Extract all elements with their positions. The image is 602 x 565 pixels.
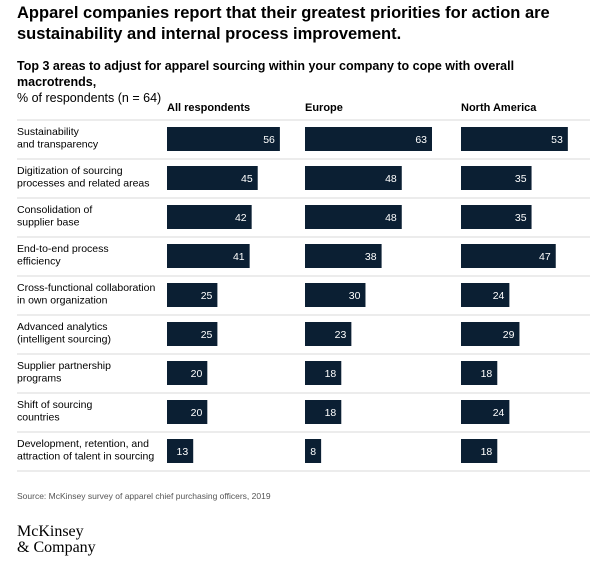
- category-label-line: efficiency: [17, 256, 61, 268]
- category-label-line: Sustainability: [17, 126, 80, 138]
- bar-value-label: 35: [515, 173, 527, 185]
- category-label-line: processes and related areas: [17, 178, 150, 190]
- bar: [461, 166, 532, 190]
- bar: [305, 166, 402, 190]
- category-label: Sustainability and transparency: [17, 126, 99, 151]
- category-label: Development, retention, and attraction of…: [17, 438, 154, 463]
- bar-value-label: 8: [310, 446, 316, 458]
- category-label-line: Cross-functional collaboration: [17, 282, 155, 294]
- bar: [461, 322, 520, 346]
- bar: [305, 205, 402, 229]
- bar-value-label: 18: [325, 407, 337, 419]
- category-label-line: Shift of sourcing: [17, 399, 92, 411]
- bar: [461, 205, 532, 229]
- bar-value-label: 48: [385, 173, 397, 185]
- bar-value-label: 13: [177, 446, 189, 458]
- bar-value-label: 25: [201, 329, 213, 341]
- bar-chart: All respondents Europe North America Sustai…: [17, 102, 590, 472]
- chart-subtitle-main: Top 3 areas to adjust for apparel sourci…: [17, 59, 515, 89]
- bar-value-label: 45: [241, 173, 253, 185]
- source-note: Source: McKinsey survey of apparel chief…: [17, 491, 271, 501]
- bar-value-label: 47: [539, 251, 551, 263]
- series-header-2: North America: [461, 102, 537, 114]
- category-label-line: (intelligent sourcing): [17, 334, 111, 346]
- chart-subtitle-unit: % of respondents (n = 64): [17, 91, 162, 105]
- bar-value-label: 20: [191, 368, 203, 380]
- bar: [461, 361, 498, 385]
- category-label: Supplier partnership programs: [17, 360, 111, 385]
- bar-value-label: 42: [235, 212, 247, 224]
- bar-value-label: 30: [349, 290, 361, 302]
- bar: [461, 283, 510, 307]
- bar-value-label: 41: [233, 251, 245, 263]
- bar: [167, 283, 218, 307]
- bar-value-label: 24: [493, 290, 505, 302]
- bar-value-label: 38: [365, 251, 377, 263]
- category-label-line: programs: [17, 373, 61, 385]
- category-label-line: Development, retention, and: [17, 438, 149, 450]
- category-label-line: Consolidation of: [17, 204, 92, 216]
- bar: [167, 166, 258, 190]
- bar-value-label: 18: [481, 368, 493, 380]
- logo-line-1: McKinsey: [17, 523, 84, 540]
- bar-value-label: 18: [325, 368, 337, 380]
- category-label-line: Supplier partnership: [17, 360, 111, 372]
- bar: [167, 322, 218, 346]
- bar: [461, 400, 510, 424]
- bar-value-label: 24: [493, 407, 505, 419]
- category-label: Cross-functional collaboration in own org…: [17, 282, 155, 307]
- bar: [167, 205, 252, 229]
- category-label-line: and transparency: [17, 139, 99, 151]
- category-label: Advanced analytics (intelligent sourcing): [17, 321, 111, 346]
- bar: [305, 283, 366, 307]
- bar-value-label: 35: [515, 212, 527, 224]
- bar: [305, 400, 342, 424]
- mckinsey-logo: McKinsey & Company: [17, 524, 96, 556]
- bar: [167, 439, 194, 463]
- bar-value-label: 56: [263, 134, 275, 146]
- category-label-line: in own organization: [17, 295, 108, 307]
- bar-value-label: 25: [201, 290, 213, 302]
- category-label: Shift of sourcing countries: [17, 399, 92, 424]
- bar: [305, 127, 432, 151]
- bar: [167, 400, 208, 424]
- headline: Apparel companies report that their grea…: [17, 4, 550, 43]
- bar: [167, 244, 250, 268]
- category-label-line: Digitization of sourcing: [17, 165, 123, 177]
- logo-line-2: & Company: [17, 539, 96, 556]
- bar: [305, 244, 382, 268]
- bar-value-label: 63: [415, 134, 427, 146]
- bar-value-label: 18: [481, 446, 493, 458]
- series-header-0: All respondents: [167, 102, 250, 114]
- category-label-line: supplier base: [17, 217, 80, 229]
- bar: [305, 361, 342, 385]
- category-label: End-to-end process efficiency: [17, 243, 109, 268]
- bar: [305, 322, 352, 346]
- bar-value-label: 48: [385, 212, 397, 224]
- bar-value-label: 23: [335, 329, 347, 341]
- bar-value-label: 29: [503, 329, 515, 341]
- bar: [305, 439, 322, 463]
- category-label-line: End-to-end process: [17, 243, 109, 255]
- bar-value-label: 53: [551, 134, 563, 146]
- category-label: Consolidation of supplier base: [17, 204, 92, 229]
- bar-value-label: 20: [191, 407, 203, 419]
- category-label-line: attraction of talent in sourcing: [17, 451, 154, 463]
- series-header-1: Europe: [305, 102, 343, 114]
- category-label-line: Advanced analytics: [17, 321, 107, 333]
- bar: [167, 361, 208, 385]
- bar: [461, 244, 556, 268]
- category-label: Digitization of sourcing processes and re…: [17, 165, 150, 190]
- bar: [167, 127, 280, 151]
- bar: [461, 127, 568, 151]
- category-label-line: countries: [17, 412, 60, 424]
- bar: [461, 439, 498, 463]
- chart-subtitle: Top 3 areas to adjust for apparel sourci…: [17, 58, 592, 106]
